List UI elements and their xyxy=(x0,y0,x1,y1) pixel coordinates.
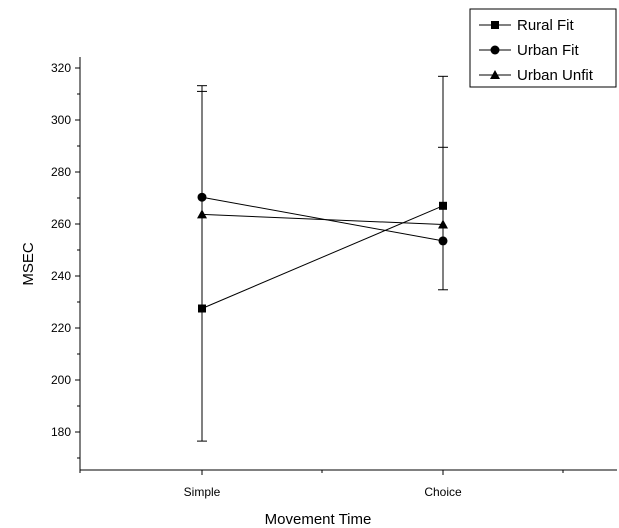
legend-items: Rural Fit Urban Fit Urban Unfit xyxy=(479,17,594,84)
series-rural-fit xyxy=(197,90,448,442)
y-tick-label: 200 xyxy=(51,373,71,387)
y-axis-title: MSEC xyxy=(20,242,37,286)
series-urban-unfit xyxy=(197,209,448,229)
legend-label-rural-fit: Rural Fit xyxy=(517,17,575,34)
legend: Rural Fit Urban Fit Urban Unfit xyxy=(469,8,617,88)
y-ticks: 180 200 220 240 260 280 300 320 xyxy=(51,61,80,459)
data-point xyxy=(198,304,206,313)
legend-label-urban-unfit: Urban Unfit xyxy=(517,67,594,84)
data-point xyxy=(438,219,448,229)
y-tick-label: 180 xyxy=(51,425,71,439)
x-ticks: Simple Choice xyxy=(79,470,564,499)
series-layer xyxy=(197,75,448,442)
legend-marker-circle xyxy=(490,45,500,55)
series-line xyxy=(201,205,444,309)
x-tick-label: Choice xyxy=(424,485,462,499)
legend-label-urban-fit: Urban Fit xyxy=(517,42,580,59)
series-line xyxy=(201,213,444,226)
data-point xyxy=(197,209,207,219)
y-tick-label: 320 xyxy=(51,61,71,75)
y-tick-label: 220 xyxy=(51,321,71,335)
data-point xyxy=(197,192,207,202)
y-tick-label: 240 xyxy=(51,269,71,283)
y-tick-label: 300 xyxy=(51,113,71,127)
x-axis-title: Movement Time xyxy=(265,511,372,528)
legend-marker-square xyxy=(491,21,499,29)
legend-marker-triangle xyxy=(490,70,500,79)
x-tick-label: Simple xyxy=(184,485,221,499)
y-tick-label: 260 xyxy=(51,217,71,231)
y-tick-label: 280 xyxy=(51,165,71,179)
data-point xyxy=(438,236,448,246)
